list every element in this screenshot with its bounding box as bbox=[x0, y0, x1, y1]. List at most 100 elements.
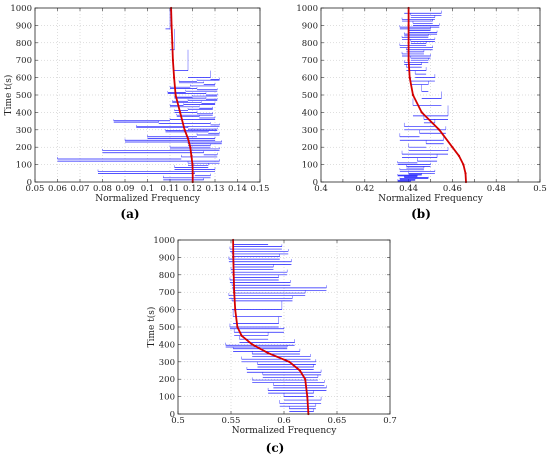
y-tick-label: 1000 bbox=[296, 4, 318, 14]
y-tick-label: 200 bbox=[159, 375, 175, 385]
smoothed-point bbox=[407, 24, 410, 27]
y-tick-label: 300 bbox=[159, 358, 175, 368]
y-tick-label: 800 bbox=[16, 39, 32, 49]
y-tick-label: 500 bbox=[302, 91, 318, 101]
x-tick-label: 0.12 bbox=[183, 184, 202, 194]
smoothed-point bbox=[306, 395, 309, 398]
smoothed-point bbox=[186, 137, 190, 140]
y-tick-label: 700 bbox=[159, 288, 175, 298]
x-tick-label: 0.14 bbox=[228, 184, 247, 194]
x-tick-label: 0.4 bbox=[314, 184, 328, 194]
smoothed-point bbox=[191, 172, 194, 175]
smoothed-point bbox=[464, 172, 467, 175]
smoothed-point bbox=[407, 59, 410, 62]
smoothed-point bbox=[171, 41, 174, 44]
x-tick-label: 0.1 bbox=[141, 184, 155, 194]
x-tick-label: 0.7 bbox=[383, 416, 397, 426]
y-tick-label: 600 bbox=[159, 306, 175, 316]
axes-frame bbox=[177, 239, 391, 415]
x-tick-label: 0.65 bbox=[328, 416, 347, 426]
smoothed-point bbox=[234, 308, 237, 311]
y-tick-label: 500 bbox=[159, 323, 175, 333]
axes-frame bbox=[320, 7, 541, 183]
y-tick-label: 1000 bbox=[153, 236, 175, 246]
y-tick-label: 800 bbox=[159, 271, 175, 281]
y-tick-label: 200 bbox=[302, 143, 318, 153]
smoothed-series-line bbox=[232, 239, 310, 415]
chart-panel-a: 0.05 0.06 0.07 0.08 0.09 0.1 0.11 0.12 0.13 0.14 0… bbox=[3, 4, 269, 221]
smoothed-point bbox=[267, 352, 270, 355]
x-tick-label: 0.42 bbox=[355, 184, 374, 194]
y-tick-label: 900 bbox=[16, 21, 32, 31]
smoothed-point bbox=[457, 154, 461, 157]
x-tick-label: 0.55 bbox=[222, 416, 241, 426]
smoothed-point bbox=[438, 128, 441, 131]
y-tick-label: 900 bbox=[159, 253, 175, 263]
y-tick-label: 0 bbox=[27, 178, 32, 188]
smoothed-point bbox=[407, 41, 410, 44]
smoothed-point bbox=[190, 154, 193, 157]
smoothed-point bbox=[240, 334, 243, 337]
smoothed-point bbox=[298, 369, 301, 372]
smoothed-point bbox=[420, 111, 423, 114]
smoothed-point bbox=[233, 291, 236, 294]
estimate-series bbox=[57, 8, 222, 181]
x-axis-label: Normalized Frequency bbox=[232, 426, 338, 436]
y-tick-label: 400 bbox=[302, 108, 318, 118]
chart-panel-c: 0.5 0.55 0.6 0.65 0.7 0 100 200 300 400 500 600 700 8… bbox=[146, 236, 397, 455]
y-tick-label: 600 bbox=[16, 74, 32, 84]
y-axis-label: Time t(s) bbox=[3, 75, 14, 116]
y-tick-label: 100 bbox=[159, 393, 175, 403]
x-tick-label: 0.5 bbox=[171, 416, 185, 426]
smoothed-point bbox=[408, 76, 411, 79]
smoothed-point bbox=[288, 360, 291, 363]
y-tick-label: 600 bbox=[302, 74, 318, 84]
smoothed-point bbox=[232, 273, 235, 276]
y-tick-label: 100 bbox=[302, 161, 318, 171]
smoothed-point bbox=[179, 111, 182, 114]
y-tick-label: 800 bbox=[302, 39, 318, 49]
x-tick-label: 0.46 bbox=[443, 184, 462, 194]
y-tick-label: 0 bbox=[170, 410, 175, 420]
x-tick-label: 0.13 bbox=[206, 184, 225, 194]
smoothed-point bbox=[236, 325, 239, 329]
y-tick-label: 700 bbox=[302, 56, 318, 66]
smoothed-point bbox=[189, 146, 192, 149]
smoothed-point bbox=[411, 93, 415, 97]
x-tick-label: 0.06 bbox=[48, 184, 67, 194]
y-tick-label: 300 bbox=[16, 126, 32, 136]
panel-label: (c) bbox=[266, 441, 285, 455]
x-tick-label: 0.15 bbox=[251, 184, 270, 194]
x-tick-label: 0.05 bbox=[26, 184, 45, 194]
smoothed-point bbox=[232, 256, 235, 259]
x-tick-label: 0.6 bbox=[277, 416, 291, 426]
y-tick-label: 0 bbox=[313, 178, 318, 188]
y-tick-label: 500 bbox=[16, 91, 32, 101]
smoothed-point bbox=[304, 378, 307, 381]
x-axis-label: Normalized Frequency bbox=[378, 194, 484, 204]
x-axis-label: Normalized Frequency bbox=[95, 194, 201, 204]
smoothed-point bbox=[451, 146, 454, 149]
x-tick-label: 0.07 bbox=[71, 184, 90, 194]
x-tick-label: 0.44 bbox=[399, 184, 418, 194]
y-tick-label: 100 bbox=[16, 161, 32, 171]
x-tick-label: 0.11 bbox=[161, 184, 180, 194]
y-tick-label: 700 bbox=[16, 56, 32, 66]
y-axis-label: Time t(s) bbox=[146, 307, 157, 348]
y-tick-label: 400 bbox=[159, 340, 175, 350]
panel-label: (b) bbox=[411, 207, 431, 221]
y-tick-label: 200 bbox=[16, 143, 32, 153]
x-tick-label: 0.5 bbox=[533, 184, 547, 194]
x-tick-label: 0.08 bbox=[93, 184, 112, 194]
y-tick-label: 400 bbox=[16, 108, 32, 118]
smoothed-point bbox=[183, 128, 186, 131]
smoothed-point bbox=[171, 59, 175, 62]
smoothed-point bbox=[191, 163, 194, 166]
smoothed-point bbox=[170, 24, 173, 27]
smoothed-point bbox=[172, 76, 176, 79]
smoothed-point bbox=[174, 93, 177, 97]
axes-frame bbox=[34, 7, 261, 183]
estimate-series bbox=[397, 10, 449, 182]
smoothed-series-line bbox=[170, 7, 194, 182]
